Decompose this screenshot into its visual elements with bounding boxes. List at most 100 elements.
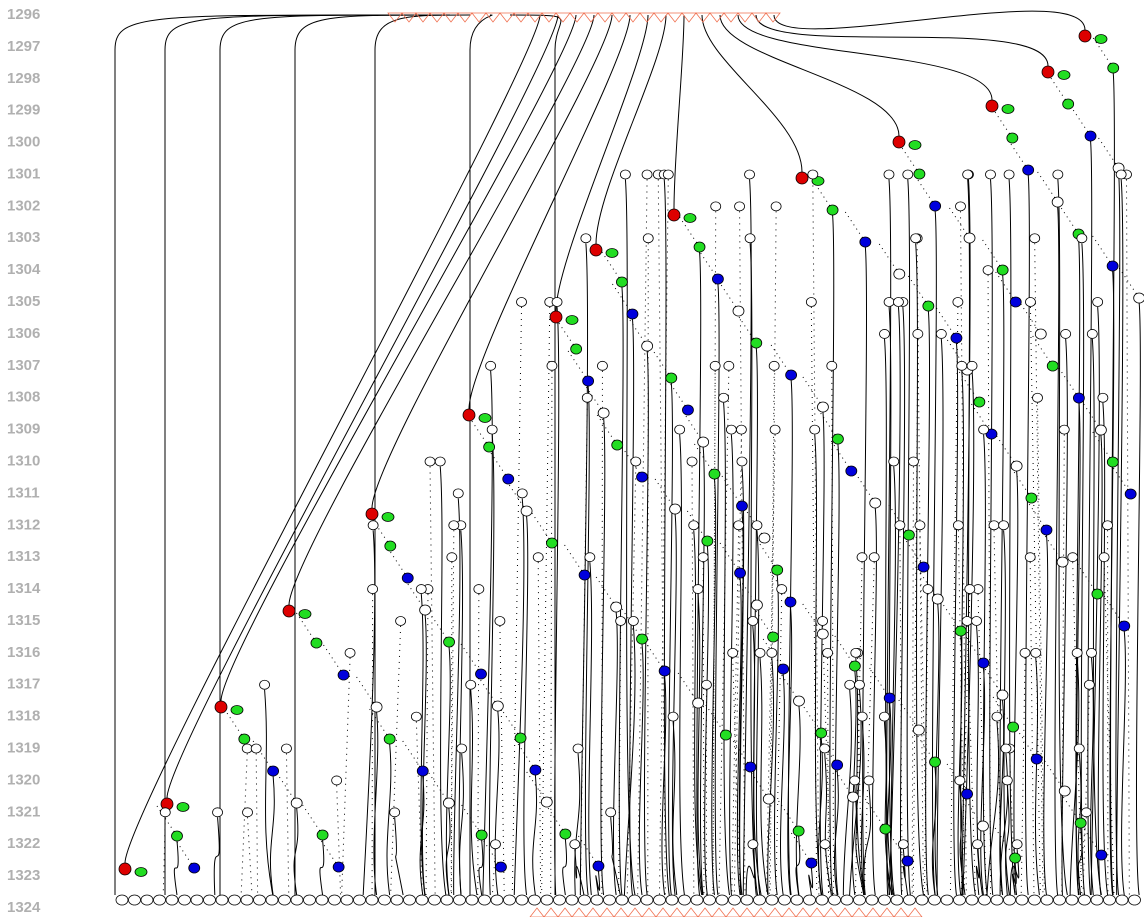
bottom-node — [566, 895, 578, 905]
row-label: 1301 — [7, 165, 40, 182]
node — [1134, 293, 1144, 303]
row-label: 1316 — [7, 644, 40, 661]
node — [911, 234, 921, 243]
row-label: 1308 — [7, 389, 40, 406]
bottom-node — [654, 895, 666, 905]
bottom-node — [504, 895, 516, 905]
node — [832, 760, 843, 770]
node — [1041, 525, 1052, 535]
node — [611, 602, 622, 612]
red-node — [283, 605, 295, 617]
bottom-node — [666, 895, 678, 905]
top-marker — [444, 13, 458, 22]
node — [962, 789, 973, 799]
node — [748, 840, 758, 849]
node — [737, 457, 747, 466]
node — [687, 457, 697, 466]
node — [371, 702, 382, 712]
node — [384, 734, 395, 744]
bottom-node — [616, 895, 628, 905]
edge — [1044, 535, 1048, 895]
edge — [563, 839, 567, 895]
bottom-marker — [614, 908, 628, 917]
node — [1026, 493, 1037, 503]
node — [1020, 648, 1030, 657]
node — [1059, 786, 1070, 796]
bottom-node — [316, 895, 328, 905]
node — [955, 202, 965, 211]
node — [923, 585, 933, 594]
row-label: 1299 — [7, 102, 40, 119]
node — [810, 425, 820, 434]
node — [751, 600, 762, 610]
node — [1007, 133, 1018, 143]
node — [160, 808, 170, 817]
row-label: 1305 — [7, 293, 40, 310]
bottom-node — [1079, 895, 1091, 905]
node — [659, 666, 670, 676]
node — [606, 808, 616, 817]
top-marker — [458, 13, 472, 22]
edge — [270, 776, 274, 895]
node — [449, 521, 459, 530]
edge — [372, 594, 373, 895]
node — [967, 361, 977, 370]
edge — [724, 403, 730, 895]
bottom-node — [841, 895, 853, 905]
node — [1073, 393, 1084, 403]
top-marker — [640, 13, 654, 22]
edge — [342, 658, 350, 895]
node — [1081, 808, 1091, 817]
node — [983, 266, 993, 275]
node — [332, 776, 342, 785]
node — [701, 680, 711, 689]
node — [1119, 621, 1130, 631]
node — [385, 541, 396, 551]
node — [1011, 461, 1022, 471]
node — [923, 301, 934, 311]
edge — [796, 706, 800, 895]
bottom-marker — [698, 908, 712, 917]
bottom-marker — [558, 908, 572, 917]
row-label: 1309 — [7, 421, 40, 438]
bottom-node — [341, 895, 353, 905]
page: {"rows": [1296, 1297, 1298, 1299, 1300, … — [0, 0, 1144, 917]
node — [420, 605, 431, 615]
bottom-node — [266, 895, 278, 905]
node — [1077, 234, 1087, 243]
row-label: 1312 — [7, 516, 40, 533]
top-marker — [668, 13, 682, 22]
bottom-node — [629, 895, 641, 905]
edge — [702, 15, 802, 172]
node — [864, 776, 874, 785]
node — [720, 730, 731, 740]
node — [735, 568, 746, 578]
row-label: 1311 — [7, 484, 40, 501]
edge — [680, 435, 685, 895]
row-label: 1321 — [7, 803, 40, 820]
bottom-node — [304, 895, 316, 905]
bottom-node — [279, 895, 291, 905]
edge — [720, 15, 899, 136]
bottom-marker — [880, 908, 894, 917]
node — [880, 824, 891, 834]
bottom-marker — [670, 908, 684, 917]
node — [1035, 329, 1046, 339]
node — [213, 808, 223, 817]
node — [820, 840, 830, 849]
node — [560, 829, 571, 839]
bottom-node — [904, 895, 916, 905]
node — [786, 370, 797, 380]
node — [767, 648, 777, 657]
edge — [781, 674, 785, 895]
node — [447, 553, 457, 562]
node — [999, 521, 1009, 530]
node — [806, 298, 816, 307]
node — [642, 170, 652, 179]
node — [1031, 648, 1041, 657]
node — [1061, 329, 1071, 338]
node — [702, 536, 713, 546]
edge — [968, 179, 976, 895]
node — [533, 553, 543, 562]
top-marker — [416, 13, 430, 22]
